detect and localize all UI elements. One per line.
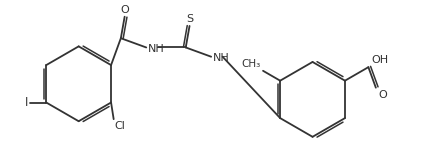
Text: O: O [378, 90, 387, 100]
Text: NH: NH [213, 53, 230, 63]
Text: O: O [120, 5, 129, 15]
Text: S: S [186, 14, 193, 24]
Text: I: I [25, 96, 28, 109]
Text: NH: NH [148, 43, 165, 54]
Text: CH₃: CH₃ [241, 59, 261, 69]
Text: Cl: Cl [114, 121, 125, 131]
Text: OH: OH [371, 55, 389, 65]
